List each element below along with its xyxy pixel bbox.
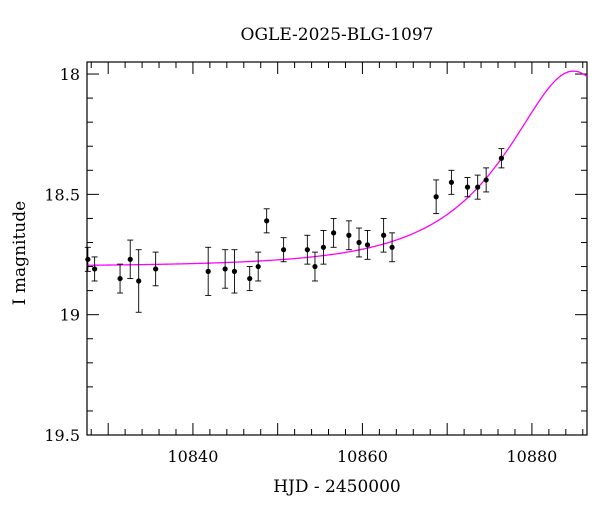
data-point-marker bbox=[356, 239, 362, 246]
y-tick-label: 19 bbox=[60, 306, 80, 325]
data-point-marker bbox=[483, 177, 489, 183]
x-tick-label: 10860 bbox=[337, 447, 388, 466]
data-point-marker bbox=[475, 184, 481, 190]
data-point-marker bbox=[331, 230, 337, 236]
data-point-marker bbox=[433, 194, 439, 200]
x-axis-label: HJD - 2450000 bbox=[273, 477, 401, 497]
data-point-marker bbox=[464, 184, 471, 190]
data-point-marker bbox=[448, 179, 455, 185]
data-point-marker bbox=[312, 263, 318, 270]
data-point-marker bbox=[136, 278, 142, 284]
y-axis-label: I magnitude bbox=[10, 201, 30, 305]
data-point-marker bbox=[205, 268, 211, 274]
data-point bbox=[474, 174, 481, 200]
y-tick-label: 18.5 bbox=[44, 185, 80, 204]
data-point bbox=[364, 230, 371, 260]
data-point bbox=[498, 148, 505, 169]
data-point bbox=[356, 227, 363, 258]
data-point-marker bbox=[222, 266, 228, 272]
data-point-marker bbox=[85, 256, 91, 262]
data-point bbox=[205, 246, 212, 296]
data-point bbox=[433, 179, 440, 215]
data-point-marker bbox=[346, 232, 352, 238]
data-point-marker bbox=[264, 218, 270, 224]
data-point bbox=[280, 237, 287, 263]
data-point bbox=[91, 256, 98, 282]
data-point bbox=[246, 266, 253, 292]
data-point bbox=[255, 251, 262, 282]
data-point bbox=[448, 169, 455, 195]
data-point-marker bbox=[389, 244, 395, 250]
data-point bbox=[231, 249, 238, 294]
data-point bbox=[330, 217, 337, 248]
data-point bbox=[263, 208, 270, 234]
y-tick-label: 19.5 bbox=[44, 426, 80, 445]
data-point bbox=[135, 249, 142, 313]
data-point bbox=[304, 234, 311, 265]
x-tick-label: 10880 bbox=[506, 447, 557, 466]
data-point bbox=[84, 246, 91, 272]
x-tick-label: 10840 bbox=[167, 447, 218, 466]
data-point-marker bbox=[231, 268, 238, 274]
data-point bbox=[311, 251, 318, 282]
y-tick-label: 18 bbox=[60, 65, 80, 84]
data-point bbox=[464, 177, 471, 198]
data-point bbox=[320, 230, 327, 265]
data-point bbox=[345, 220, 352, 251]
data-points-layer bbox=[84, 148, 505, 313]
data-point bbox=[389, 232, 396, 263]
data-point bbox=[127, 239, 134, 280]
data-point bbox=[483, 167, 490, 193]
data-point bbox=[380, 217, 387, 253]
data-point bbox=[222, 249, 229, 289]
data-point-marker bbox=[255, 263, 261, 270]
data-point-marker bbox=[127, 256, 133, 262]
axes: 10840 10860 10880 18 18.5 19 19.5 bbox=[44, 61, 588, 466]
model-curve bbox=[86, 70, 588, 266]
data-point-marker bbox=[92, 266, 98, 272]
model-curve-layer bbox=[86, 70, 588, 266]
data-point-marker bbox=[381, 232, 387, 238]
data-point-marker bbox=[281, 247, 287, 253]
chart-title: OGLE-2025-BLG-1097 bbox=[241, 25, 434, 45]
data-point bbox=[117, 263, 124, 294]
data-point-marker bbox=[498, 155, 505, 161]
plot-frame bbox=[86, 61, 588, 436]
data-point-marker bbox=[153, 266, 159, 272]
data-point-marker bbox=[320, 244, 327, 250]
data-point-marker bbox=[117, 275, 123, 282]
data-point-marker bbox=[364, 242, 371, 248]
data-point-marker bbox=[247, 275, 253, 282]
data-point bbox=[152, 251, 159, 287]
data-point-marker bbox=[304, 247, 310, 253]
